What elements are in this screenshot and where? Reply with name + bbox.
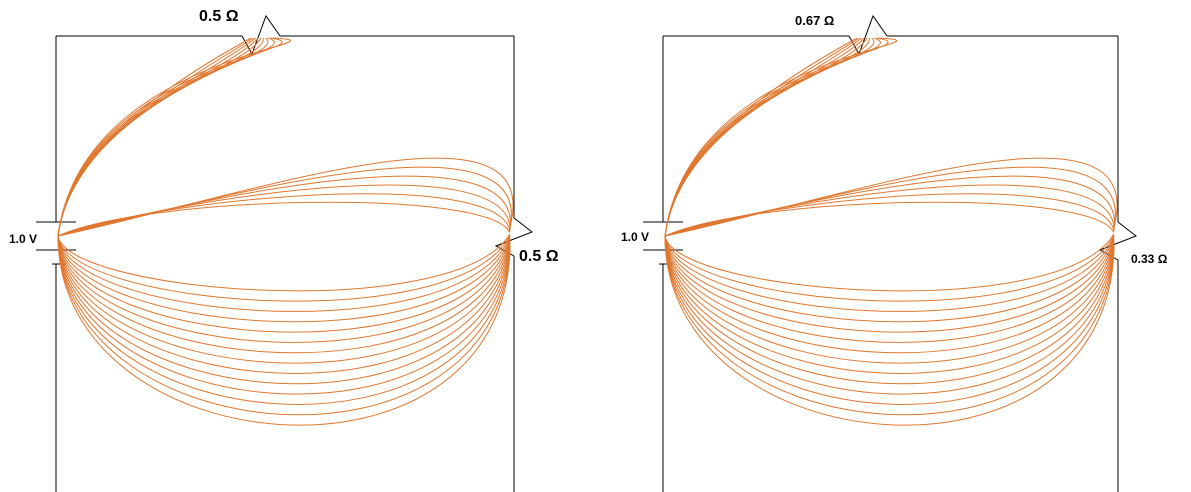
field-line-to-right	[57, 233, 511, 292]
left-right-resistor-label: 0.5 Ω	[519, 248, 559, 265]
field-line-to-right	[57, 235, 511, 374]
left-top-resistor-label: 0.5 Ω	[199, 8, 239, 25]
field-line-to-right	[664, 193, 1115, 237]
field-line-to-right	[664, 184, 1115, 237]
field-line-to-right	[664, 235, 1115, 343]
right-top-resistor-label: 0.67 Ω	[795, 13, 835, 28]
field-line-to-top	[664, 37, 868, 237]
field-line-to-top	[57, 37, 283, 237]
field-line-to-right	[664, 235, 1115, 312]
field-line-to-top	[664, 37, 870, 237]
field-line-to-right	[57, 235, 511, 395]
field-line-to-top	[57, 37, 262, 237]
field-line-to-right	[57, 175, 511, 237]
field-line-to-top	[664, 37, 875, 237]
right-source-voltage-label: 1.0 V	[621, 230, 650, 244]
top-resistor-symbol	[848, 14, 888, 56]
field-line-to-top	[57, 37, 275, 237]
field-line-to-right	[664, 166, 1116, 237]
field-line-to-right	[664, 235, 1115, 385]
field-line-to-right	[57, 184, 511, 237]
panel-left	[36, 14, 534, 492]
field-line-to-right	[664, 235, 1115, 333]
field-line-to-right	[57, 235, 511, 405]
field-line-to-right	[664, 233, 1115, 292]
top-resistor-symbol	[241, 14, 281, 56]
field-line-to-right	[664, 235, 1115, 364]
field-line-to-right	[57, 201, 511, 237]
field-line-to-right	[664, 235, 1115, 374]
field-line-to-top	[57, 37, 264, 237]
field-line-to-right	[57, 234, 511, 302]
field-line-to-right	[664, 235, 1115, 354]
field-line-to-right	[57, 235, 511, 364]
field-line-to-right	[664, 234, 1115, 302]
field-line-to-right	[664, 175, 1115, 237]
field-line-to-right	[57, 235, 511, 416]
field-line-to-top	[57, 37, 259, 237]
field-line-to-top	[57, 37, 269, 237]
field-line-to-right	[57, 235, 511, 354]
left-source-voltage-label: 1.0 V	[9, 232, 38, 246]
field-line-to-top	[664, 37, 889, 237]
field-line-to-right	[57, 166, 512, 237]
field-line-to-right	[57, 193, 511, 237]
field-line-to-right	[57, 235, 511, 385]
right-right-resistor-label: 0.33 Ω	[1131, 252, 1168, 266]
field-line-to-right	[664, 235, 1115, 416]
panel-right	[643, 14, 1138, 492]
field-line-to-right	[664, 235, 1115, 323]
field-line-to-right	[664, 157, 1118, 237]
field-line-to-top	[664, 37, 865, 237]
field-line-to-right	[57, 235, 511, 333]
field-line-to-right	[664, 235, 1115, 426]
field-line-to-right	[57, 235, 511, 312]
field-line-to-top	[57, 37, 291, 237]
field-line-to-right	[57, 157, 514, 237]
field-line-to-right	[57, 235, 511, 323]
field-line-to-right	[57, 235, 511, 343]
field-line-to-right	[664, 235, 1115, 395]
field-line-to-top	[664, 37, 898, 237]
field-line-to-right	[664, 201, 1115, 237]
field-line-to-right	[57, 235, 511, 426]
field-line-to-top	[664, 37, 881, 237]
field-line-to-right	[664, 235, 1115, 405]
